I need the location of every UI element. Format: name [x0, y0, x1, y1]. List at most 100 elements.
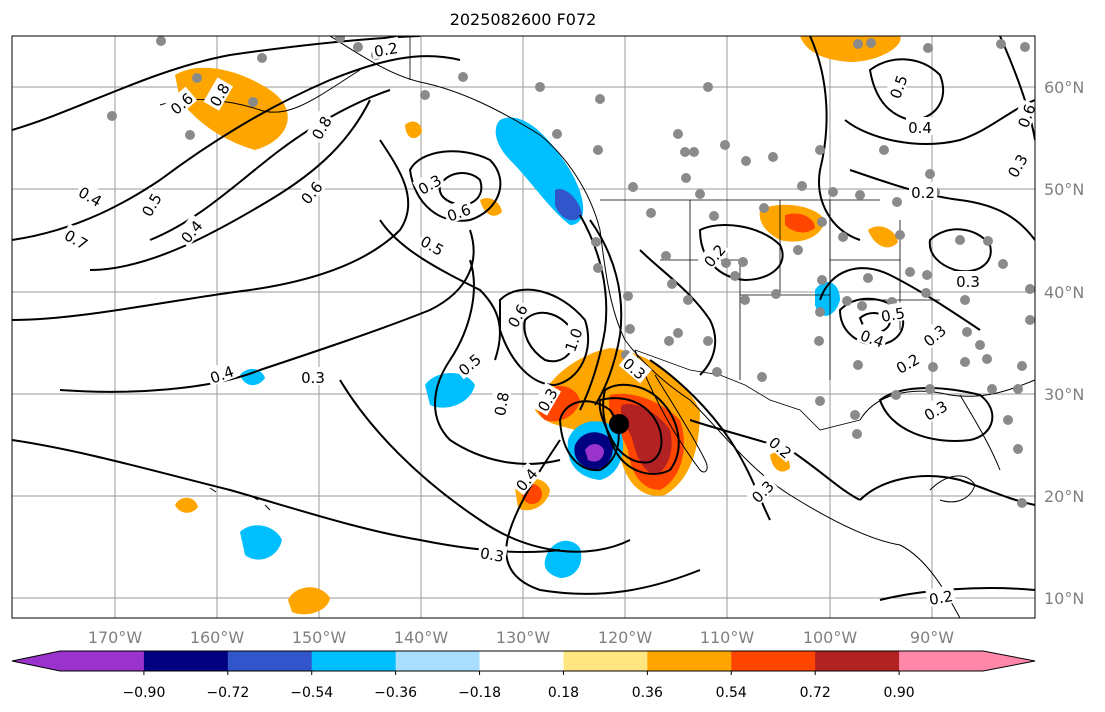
contour-label: 0.2	[373, 39, 400, 61]
shade-orange-nw	[405, 121, 422, 139]
contour-label-bg	[745, 474, 778, 507]
storm-center-marker	[609, 414, 629, 434]
contour-label-bg	[488, 388, 512, 420]
shade-red-plains	[785, 213, 815, 233]
colorbar-tick-label: 0.54	[716, 685, 747, 701]
colorbar-cell	[227, 651, 313, 671]
lat-label: 10°N	[1044, 589, 1084, 608]
contour-label-bg	[509, 462, 542, 496]
colorbar-tick-label: 0.18	[548, 685, 579, 701]
contour-label: 0.8	[491, 391, 513, 418]
contour-label-bg	[74, 180, 108, 211]
contour-label-bg	[558, 323, 586, 356]
contour-label-bg	[917, 318, 951, 351]
lon-label: 130°W	[496, 628, 551, 647]
colorbar-tick-label: 0.36	[632, 685, 663, 701]
lon-label: 170°W	[88, 628, 143, 647]
contour-label-bg	[294, 175, 327, 209]
colorbar-cell	[815, 651, 900, 671]
contour-label: 0.5	[880, 304, 907, 326]
colorbar-outline	[11, 650, 1036, 672]
contour-label-bg	[1011, 99, 1035, 132]
contour-label-bg	[856, 323, 889, 351]
colorbar-cell	[479, 651, 564, 671]
lon-label: 140°W	[394, 628, 449, 647]
colorbar-cell	[60, 651, 145, 671]
colorbar-extend-high	[983, 651, 1035, 671]
contour-label-bg	[697, 238, 730, 272]
coast-baja	[634, 349, 708, 473]
contour-label-bg	[476, 541, 508, 565]
colorbar-cell	[563, 651, 648, 671]
contour-label-bg	[299, 367, 327, 385]
contour-label-bg	[135, 187, 166, 221]
contour-label-bg	[906, 117, 934, 135]
lat-label: 20°N	[1044, 487, 1084, 506]
map-frame	[11, 35, 1036, 619]
shade-orange-pacific	[288, 587, 330, 615]
coast-gulf	[859, 379, 1035, 421]
contour-label-bg	[877, 301, 909, 325]
lon-label: 160°W	[190, 628, 245, 647]
shade-orange-alaska	[175, 67, 288, 150]
contour-label-bg	[203, 77, 234, 111]
coast-florida	[959, 394, 1001, 471]
contour-label-bg	[164, 86, 198, 119]
shade-blue-bc-core	[555, 189, 582, 221]
colorbar-tick-label: −0.54	[290, 685, 333, 701]
contour-label-bg	[60, 223, 94, 254]
lat-label: 50°N	[1044, 180, 1084, 199]
shade-orange-east-us	[868, 226, 898, 248]
shade-blue-east-pac	[240, 368, 265, 386]
contour-label: 0.2	[911, 184, 935, 202]
contour-label: 0.6	[1014, 102, 1039, 131]
contour-label-bg	[883, 70, 911, 103]
lon-label: 110°W	[700, 628, 755, 647]
lat-label: 30°N	[1044, 385, 1084, 404]
lon-label: 150°W	[292, 628, 347, 647]
chart-title: 2025082600 F072	[449, 10, 597, 29]
contour-label-bg	[890, 347, 924, 378]
contour-label: 0.3	[479, 544, 506, 566]
colorbar-tick-label: −0.36	[374, 685, 417, 701]
colorbar-cell	[647, 651, 732, 671]
colorbar-tick-label: 0.72	[800, 685, 831, 701]
shade-blue-west	[425, 372, 475, 408]
colorbar-tick-label: −0.90	[122, 685, 165, 701]
contour-label-bg	[954, 271, 982, 289]
colorbar-tick-label: 0.90	[884, 685, 915, 701]
colorbar-cell	[143, 651, 229, 671]
contour-label-bg	[918, 394, 952, 425]
colorbar-cell	[395, 651, 481, 671]
contour-label-bg	[442, 197, 475, 225]
lat-label: 60°N	[1044, 78, 1084, 97]
contour-label: 0.3	[956, 273, 980, 291]
contour-label-bg	[305, 110, 336, 144]
lon-label: 100°W	[803, 628, 858, 647]
contour-label-bg	[909, 182, 937, 200]
colorbar: −0.90 −0.72 −0.54 −0.36 −0.18 0.18 0.36 0.54 0.7…	[11, 650, 1036, 701]
station-markers	[107, 36, 1035, 508]
contour-label-bg	[412, 168, 446, 199]
shade-darkred-core	[620, 404, 672, 475]
contour-label-bg	[618, 351, 652, 384]
contour-label-bg	[1001, 148, 1032, 182]
contour-label-bg	[501, 298, 532, 332]
contour-label-bg	[925, 584, 957, 608]
contour-label-bg	[174, 214, 207, 248]
colorbar-cell	[731, 651, 816, 671]
contour-label: 0.4	[908, 119, 932, 137]
contour-label: 0.3	[301, 369, 325, 387]
colorbar-extend-low	[12, 651, 60, 671]
shade-orange-pac2	[175, 497, 198, 513]
contour-label-bg	[531, 382, 562, 416]
contour-label-bg	[416, 229, 450, 260]
colorbar-tick-label: −0.72	[206, 685, 249, 701]
lon-label: 120°W	[598, 628, 653, 647]
colorbar-tick-label: −0.18	[458, 685, 501, 701]
contour-label-bg	[452, 347, 486, 380]
lon-label: 90°W	[910, 628, 954, 647]
coast-north-america	[329, 36, 961, 618]
longitude-labels: 170°W 160°W 150°W 140°W 130°W 120°W 110°…	[88, 628, 954, 647]
